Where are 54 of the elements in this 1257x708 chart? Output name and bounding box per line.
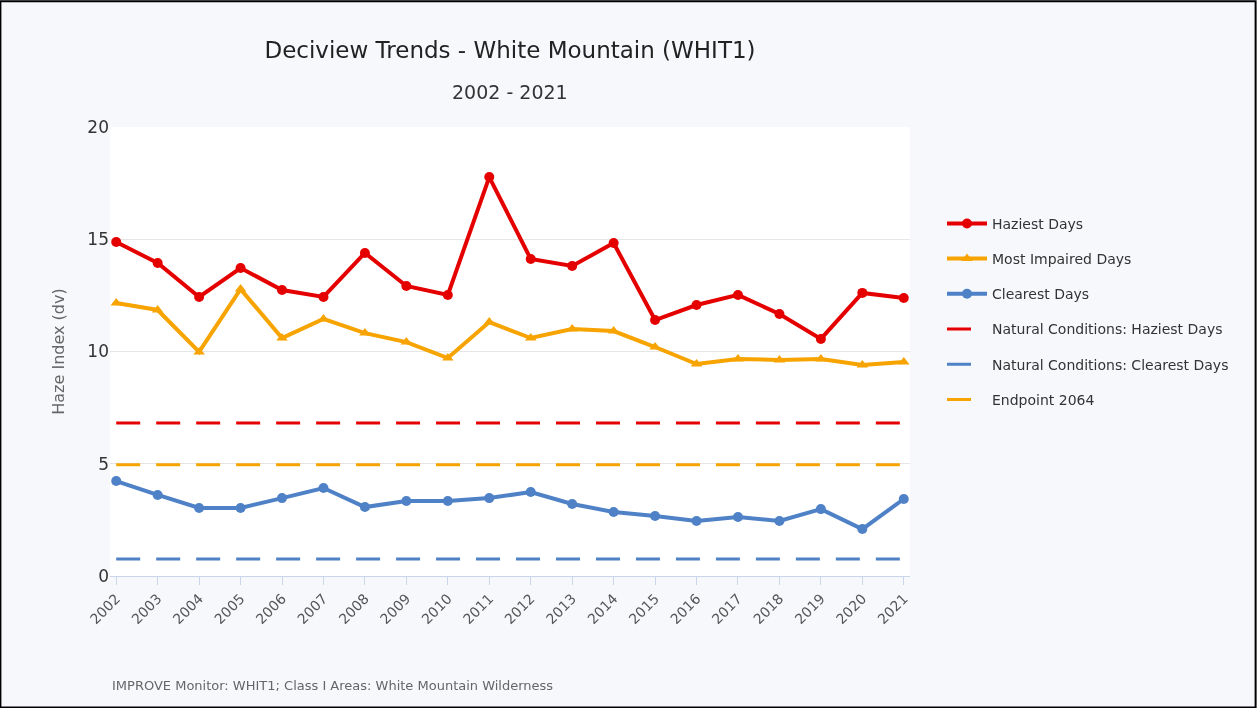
- point: [857, 524, 868, 535]
- point: [650, 315, 661, 326]
- chart-title: Deciview Trends - White Mountain (WHIT1): [264, 36, 756, 63]
- point: [691, 516, 702, 526]
- y-tick-label: 20: [87, 116, 109, 137]
- point: [235, 502, 246, 513]
- point: [194, 502, 205, 513]
- point: [442, 496, 453, 507]
- chart-subtitle: 2002 - 2021: [452, 81, 568, 103]
- point: [401, 280, 412, 291]
- point: [194, 291, 205, 302]
- point: [235, 262, 246, 273]
- point: [732, 289, 743, 300]
- point: [774, 309, 785, 320]
- point: [857, 287, 868, 298]
- y-tick-label: 0: [98, 565, 109, 586]
- point: [484, 493, 495, 504]
- point: [111, 236, 122, 247]
- point: [732, 511, 743, 522]
- point: [898, 293, 909, 304]
- legend-label: Endpoint 2064: [992, 391, 1095, 408]
- point: [691, 300, 702, 311]
- point: [608, 238, 619, 249]
- y-axis-title: Haze Index (dv): [49, 288, 69, 415]
- point: [359, 247, 370, 258]
- point: [401, 496, 412, 507]
- legend-label: Most Impaired Days: [992, 251, 1132, 268]
- point: [815, 504, 826, 515]
- legend-label: Haziest Days: [992, 215, 1084, 232]
- point: [567, 498, 578, 509]
- point: [608, 507, 619, 518]
- point: [277, 493, 288, 504]
- point: [815, 333, 826, 344]
- legend-label: Natural Conditions: Clearest Days: [992, 356, 1229, 373]
- point: [318, 483, 329, 493]
- point: [111, 476, 122, 487]
- point: [277, 284, 288, 295]
- point: [650, 511, 661, 522]
- point: [318, 291, 329, 302]
- text: IMPROVE Monitor: WHIT1; Class I Areas: White Mountain Wilderness: [112, 678, 554, 693]
- point: [525, 487, 536, 498]
- legend-label: Natural Conditions: Haziest Days: [992, 321, 1223, 338]
- point: [442, 289, 453, 300]
- point: [525, 254, 536, 265]
- point: [898, 494, 909, 504]
- point: [567, 260, 578, 271]
- point: [152, 489, 163, 500]
- point: [774, 516, 785, 526]
- y-tick-label: 15: [87, 229, 109, 250]
- legend-label: Clearest Days: [992, 286, 1090, 303]
- y-tick-label: 5: [98, 453, 109, 474]
- y-tick-label: 10: [87, 341, 109, 362]
- point: [359, 502, 370, 513]
- point: [152, 258, 163, 269]
